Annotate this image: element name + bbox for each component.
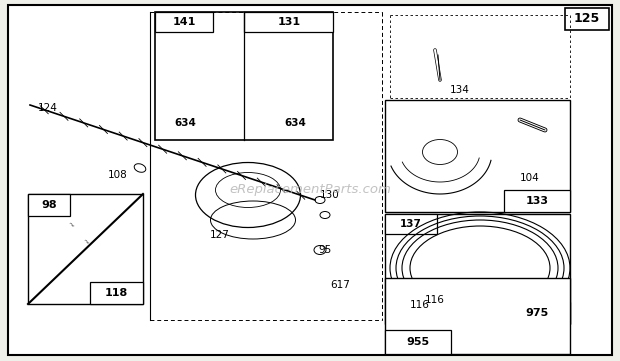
Text: 955: 955 [407,337,430,347]
Text: 131: 131 [277,17,301,27]
Text: 125: 125 [574,13,600,26]
Text: 134: 134 [450,85,470,95]
Bar [504,190,570,212]
Text: 95: 95 [319,245,332,255]
Bar [385,100,570,212]
Text: 141: 141 [172,17,196,27]
Text: 634: 634 [174,118,196,128]
Text: 108: 108 [108,170,128,180]
Text: ~: ~ [64,219,76,231]
Text: 98: 98 [41,200,57,210]
Text: 116: 116 [425,295,445,305]
Bar [155,12,213,32]
Text: 133: 133 [526,196,549,206]
Text: 137: 137 [400,219,422,229]
Text: 130: 130 [320,190,340,200]
Bar [385,214,570,324]
Text: eReplacementParts.com: eReplacementParts.com [229,183,391,196]
Bar [385,214,437,234]
Bar [28,194,70,216]
Text: ~: ~ [79,236,91,248]
Bar [385,330,451,354]
Text: 127: 127 [210,230,230,240]
Bar [565,8,609,30]
Text: 104: 104 [520,173,540,183]
Bar [90,282,143,304]
Text: 617: 617 [330,280,350,290]
Text: 975: 975 [525,308,549,318]
Text: 118: 118 [104,288,128,298]
Bar [385,278,570,354]
Text: 124: 124 [38,103,58,113]
Bar [28,194,143,304]
Text: 116: 116 [410,300,430,310]
Bar [244,12,333,32]
Bar [504,302,570,324]
Bar [155,12,333,140]
Text: 634: 634 [284,118,306,128]
